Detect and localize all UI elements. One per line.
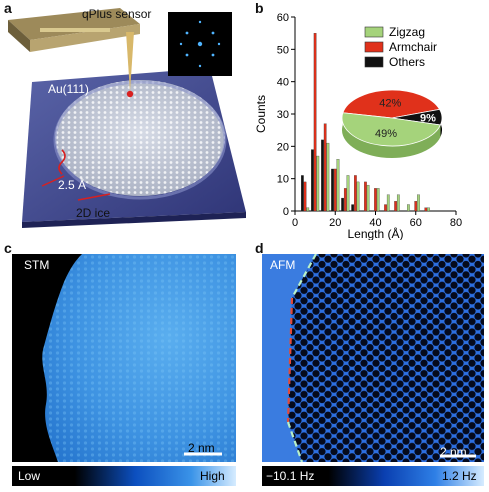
height-label: 2.5 Å	[58, 178, 87, 192]
ice-lattice	[55, 80, 225, 196]
bar-armchair	[374, 188, 377, 212]
substrate-edge	[22, 212, 246, 228]
pie-slice-armchair	[342, 89, 441, 119]
pie-value-armchair: 42%	[379, 98, 401, 110]
bar-armchair	[424, 207, 428, 212]
bar-armchair	[303, 181, 307, 212]
y-tick-label: 40	[277, 77, 289, 89]
bar-armchair	[414, 201, 418, 212]
height-marker	[58, 149, 66, 175]
y-tick-label: 30	[277, 109, 289, 121]
bar-zigzag	[356, 181, 360, 212]
legend-label-armchair: Armchair	[389, 40, 437, 54]
bar-zigzag	[396, 194, 400, 212]
bar-others	[341, 197, 344, 212]
legend-label-zigzag: Zigzag	[389, 25, 425, 39]
bar-armchair	[343, 188, 347, 212]
legend-label-others: Others	[389, 55, 425, 69]
legend-swatch-others	[364, 56, 384, 68]
x-tick-label: 60	[410, 217, 422, 229]
panel-label-d: d	[255, 240, 264, 256]
afm-edge-zigzag-bottom	[286, 421, 304, 462]
pie-slice-zigzag	[341, 112, 442, 147]
ice-label: 2D ice	[76, 206, 111, 220]
panel-a-schematic	[8, 8, 246, 228]
bar-zigzag	[306, 207, 310, 212]
panel-label-c: c	[4, 240, 12, 256]
x-tick-label: 40	[369, 217, 381, 229]
stm-colorbar-low: Low	[18, 469, 41, 483]
bar-zigzag	[346, 175, 350, 212]
afm-ice-island	[288, 254, 484, 462]
substrate-label: Au(111)	[48, 82, 89, 96]
bar-others	[351, 204, 355, 212]
bar-zigzag	[427, 207, 430, 212]
y-tick-label: 20	[277, 141, 289, 153]
afm-scale-label: 2 nm	[440, 445, 467, 459]
bar-zigzag	[336, 159, 340, 212]
y-tick-label: 60	[277, 12, 289, 24]
pie-value-zigzag: 49%	[375, 128, 397, 140]
x-tick-label: 0	[292, 217, 298, 229]
afm-colorbar	[262, 466, 484, 486]
bar-others	[301, 175, 304, 212]
fft-spots	[179, 20, 221, 68]
bar-armchair	[323, 123, 327, 212]
length-histogram: 0 10 20 30 40 50 60 0 20 40 60 80 Length (Å) Counts Z…	[254, 12, 462, 240]
afm-colorbar-high: 1.2 Hz	[442, 469, 477, 483]
bar-zigzag	[417, 194, 420, 212]
panel-label-b: b	[255, 0, 264, 16]
bar-armchair	[313, 33, 317, 212]
afm-image	[262, 254, 484, 462]
bar-zigzag	[316, 155, 320, 212]
legend-swatch-armchair	[364, 41, 384, 53]
legend-swatch-zigzag	[364, 26, 384, 38]
stm-colorbar	[12, 466, 236, 486]
y-tick-label: 50	[277, 44, 289, 56]
bar-armchair	[354, 175, 357, 212]
afm-colorbar-low: −10.1 Hz	[266, 469, 315, 483]
afm-edge-zigzag-top	[291, 254, 317, 299]
stm-colorbar-high: High	[200, 469, 225, 483]
qplus-tip	[126, 32, 134, 92]
bar-others	[321, 139, 324, 212]
sensor-label: qPlus sensor	[82, 7, 152, 21]
bar-zigzag	[376, 188, 380, 212]
stm-mode-label: STM	[24, 258, 50, 272]
bar-zigzag	[407, 204, 410, 212]
pie-side-zigzag	[342, 112, 441, 158]
bar-others	[331, 168, 334, 212]
bar-others	[311, 149, 314, 212]
stm-image	[12, 254, 236, 462]
afm-mode-label: AFM	[270, 258, 296, 272]
bar-armchair	[394, 201, 397, 212]
y-tick-label: 0	[283, 206, 289, 218]
bar-zigzag	[366, 184, 370, 212]
tip-apex	[126, 90, 134, 98]
x-tick-label: 20	[329, 217, 341, 229]
afm-edge-armchair	[286, 297, 294, 423]
bar-zigzag	[386, 194, 390, 212]
bar-armchair	[333, 168, 337, 212]
x-axis-label: Length (Å)	[347, 226, 403, 240]
x-tick-label: 80	[450, 217, 462, 229]
panel-label-a: a	[4, 0, 12, 16]
bar-zigzag	[326, 142, 330, 212]
bar-armchair	[384, 204, 387, 212]
pie-value-others: 9%	[420, 112, 436, 124]
bar-armchair	[364, 181, 367, 212]
y-axis-label: Counts	[254, 95, 268, 133]
stm-scale-label: 2 nm	[188, 441, 215, 455]
y-tick-label: 10	[277, 174, 289, 186]
